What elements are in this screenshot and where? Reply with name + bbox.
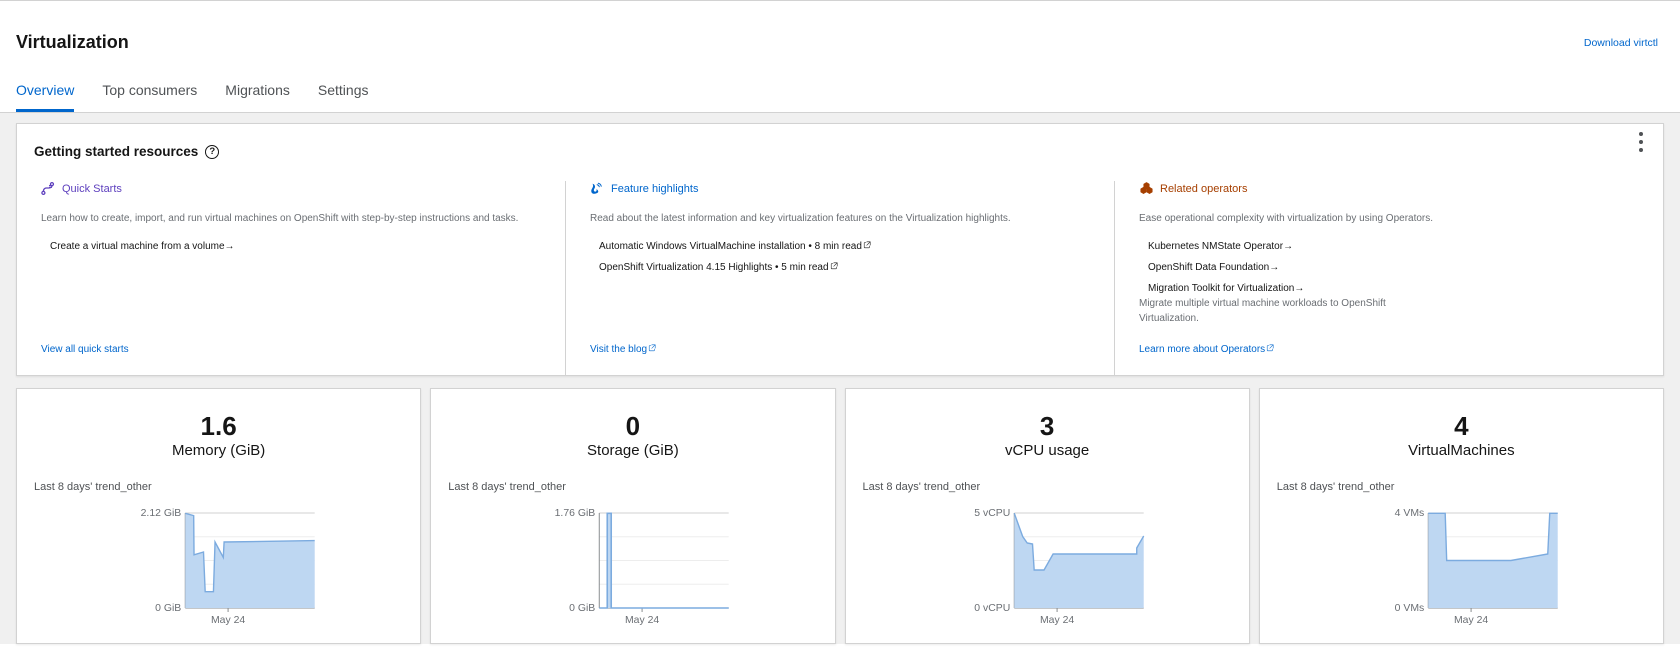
svg-text:4 VMs: 4 VMs bbox=[1394, 508, 1424, 519]
svg-text:0 GiB: 0 GiB bbox=[569, 603, 595, 614]
svg-text:1.76 GiB: 1.76 GiB bbox=[555, 508, 596, 519]
svg-text:May 24: May 24 bbox=[211, 615, 245, 626]
svg-text:0 vCPU: 0 vCPU bbox=[974, 603, 1010, 614]
svg-text:0 VMs: 0 VMs bbox=[1394, 603, 1424, 614]
svg-text:2.12 GiB: 2.12 GiB bbox=[141, 508, 182, 519]
svg-text:5 vCPU: 5 vCPU bbox=[974, 508, 1010, 519]
svg-text:May 24: May 24 bbox=[625, 615, 659, 626]
svg-text:0 GiB: 0 GiB bbox=[155, 603, 181, 614]
svg-text:May 24: May 24 bbox=[1039, 615, 1073, 626]
svg-text:May 24: May 24 bbox=[1454, 615, 1488, 626]
